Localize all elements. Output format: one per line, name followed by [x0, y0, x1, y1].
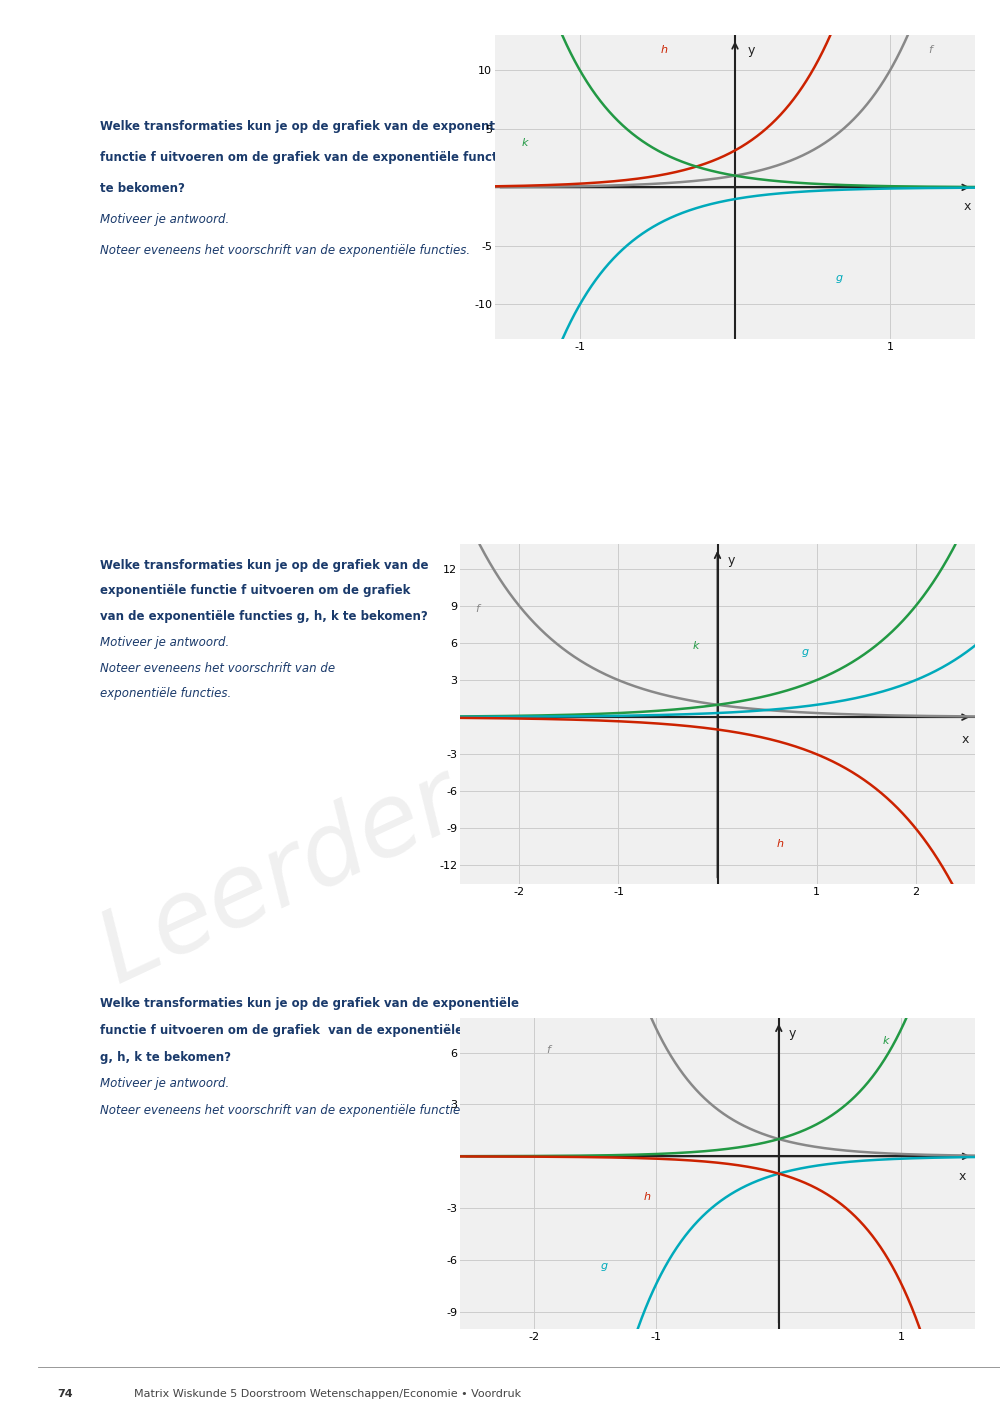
Text: g: g — [836, 273, 843, 283]
Text: y: y — [789, 1027, 796, 1039]
Text: Motiveer je antwoord.: Motiveer je antwoord. — [100, 1077, 229, 1090]
Text: x: x — [964, 201, 971, 214]
Text: functie f uitvoeren om de grafiek  van de exponentiële functies: functie f uitvoeren om de grafiek van de… — [100, 1024, 521, 1036]
Text: f: f — [546, 1045, 550, 1055]
Text: x: x — [961, 734, 969, 747]
Text: k: k — [883, 1036, 890, 1046]
Text: 4: 4 — [14, 710, 24, 725]
Text: Leerder: Leerder — [85, 751, 475, 1003]
Text: Welke transformaties kun je op de grafiek van de exponentiële: Welke transformaties kun je op de grafie… — [100, 120, 519, 133]
Text: Welke transformaties kun je op de grafiek van de: Welke transformaties kun je op de grafie… — [100, 559, 428, 571]
Text: Motiveer je antwoord.: Motiveer je antwoord. — [100, 214, 229, 226]
Text: g: g — [601, 1261, 608, 1271]
Text: van de exponentiële functies g, h, k te bekomen?: van de exponentiële functies g, h, k te … — [100, 609, 428, 624]
Text: Motiveer je antwoord.: Motiveer je antwoord. — [100, 636, 229, 649]
Text: te bekomen?: te bekomen? — [100, 182, 185, 195]
Text: 6C: 6C — [68, 551, 84, 563]
Text: Matrix Wiskunde 5 Doorstroom Wetenschappen/Economie • Voordruk: Matrix Wiskunde 5 Doorstroom Wetenschapp… — [134, 1389, 521, 1398]
Text: k: k — [521, 139, 528, 148]
Text: functie f uitvoeren om de grafiek van de exponentiële functies g, h, k: functie f uitvoeren om de grafiek van de… — [100, 151, 563, 164]
Text: exponentiële functies.: exponentiële functies. — [100, 687, 231, 700]
Text: exponentiële functie f uitvoeren om de grafiek: exponentiële functie f uitvoeren om de g… — [100, 584, 410, 597]
Text: S: S — [67, 990, 75, 1001]
Text: y: y — [727, 554, 735, 567]
Text: 6B: 6B — [68, 127, 84, 139]
Text: f: f — [475, 604, 479, 614]
Text: y: y — [747, 44, 755, 57]
Text: g: g — [802, 648, 809, 658]
Text: x: x — [959, 1171, 966, 1184]
Text: 74: 74 — [57, 1389, 73, 1398]
Text: h: h — [644, 1192, 651, 1202]
Text: Noteer eveneens het voorschrift van de exponentiële functies.: Noteer eveneens het voorschrift van de e… — [100, 1104, 470, 1117]
Text: g, h, k te bekomen?: g, h, k te bekomen? — [100, 1051, 231, 1063]
Text: f: f — [929, 45, 932, 55]
Text: k: k — [693, 642, 699, 652]
Text: Noteer eveneens het voorschrift van de exponentiële functies.: Noteer eveneens het voorschrift van de e… — [100, 243, 470, 257]
Text: h: h — [777, 839, 784, 848]
Text: h: h — [661, 45, 668, 55]
Text: Welke transformaties kun je op de grafiek van de exponentiële: Welke transformaties kun je op de grafie… — [100, 997, 519, 1010]
Text: Noteer eveneens het voorschrift van de: Noteer eveneens het voorschrift van de — [100, 662, 335, 674]
